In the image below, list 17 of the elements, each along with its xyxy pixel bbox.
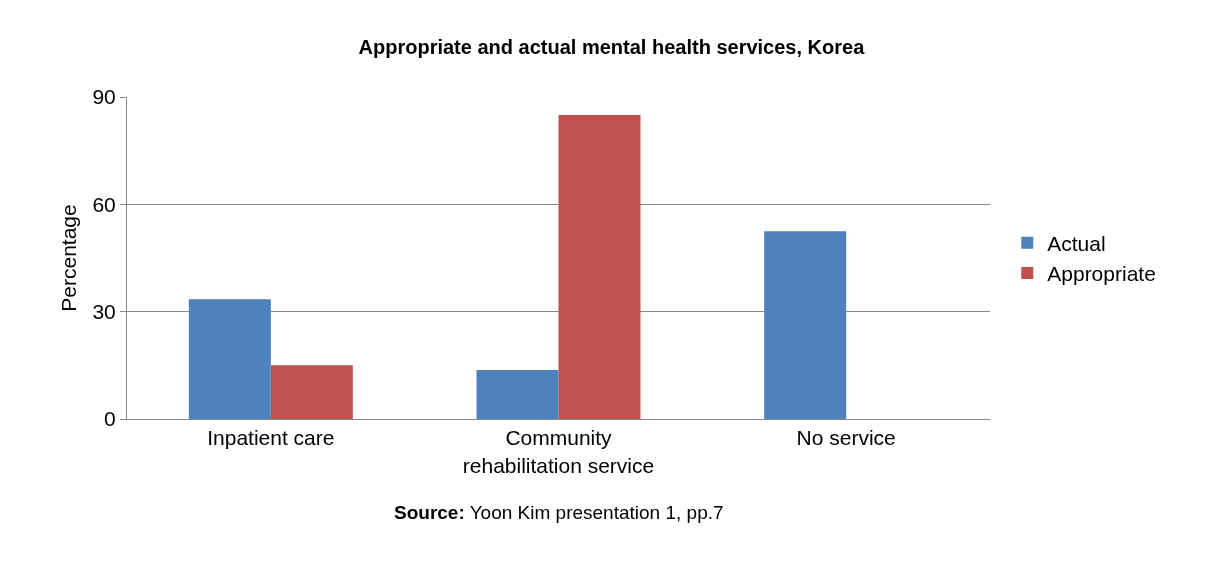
bar (270, 365, 353, 419)
bar (476, 369, 559, 419)
y-tick-label: 30 (92, 300, 116, 324)
chart-title: Appropriate and actual mental health services, Korea (358, 36, 866, 59)
legend-label: Actual (1047, 231, 1106, 255)
legend-label: Appropriate (1047, 262, 1156, 286)
source-note: Source: Yoon Kim presentation 1, pp.7 (394, 502, 724, 523)
x-tick-label: Inpatient care (207, 426, 335, 450)
x-tick-label: No service (796, 426, 896, 450)
x-tick-label: Community rehabilitation service (462, 426, 655, 477)
y-tick-label: 0 (104, 407, 116, 431)
bar (188, 299, 271, 419)
bar (764, 231, 847, 419)
bar (558, 114, 641, 419)
y-axis-title: Percentage (56, 204, 80, 312)
y-tick-label: 90 (92, 85, 116, 109)
y-tick-label: 60 (92, 192, 116, 216)
